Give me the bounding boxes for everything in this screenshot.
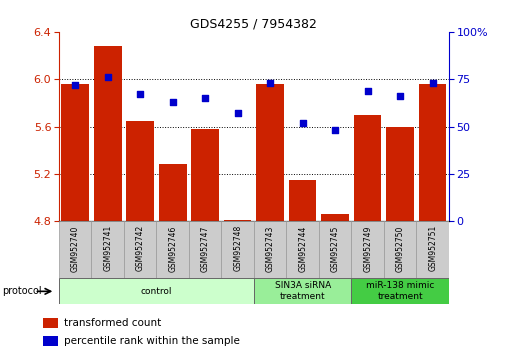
Bar (159, 164, 187, 221)
Point (396, 93, 404, 99)
Bar (351, 221, 384, 278)
Bar (224, 220, 251, 221)
Point (428, 80, 437, 86)
Bar (126, 121, 154, 221)
Text: GSM952742: GSM952742 (136, 225, 145, 272)
Bar (62, 84, 89, 221)
Text: GSM952745: GSM952745 (331, 225, 340, 272)
Point (104, 74, 112, 80)
Point (266, 80, 274, 86)
Text: GSM952750: GSM952750 (396, 225, 405, 272)
Text: GSM952749: GSM952749 (363, 225, 372, 272)
Bar (156, 221, 189, 278)
Text: GSM952741: GSM952741 (103, 225, 112, 272)
Point (169, 99, 177, 105)
Bar (354, 115, 382, 221)
Bar (189, 221, 222, 278)
Bar (91, 221, 124, 278)
Text: GSM952747: GSM952747 (201, 225, 210, 272)
Bar (43, 318, 58, 328)
Bar (254, 278, 351, 304)
Text: miR-138 mimic
treatment: miR-138 mimic treatment (366, 281, 435, 301)
Text: GSM952751: GSM952751 (428, 225, 437, 272)
Point (364, 88, 372, 93)
Text: transformed count: transformed count (64, 318, 161, 328)
Bar (319, 221, 351, 278)
Text: SIN3A siRNA
treatment: SIN3A siRNA treatment (274, 281, 331, 301)
Bar (124, 221, 156, 278)
Point (331, 127, 339, 133)
Bar (94, 46, 122, 221)
Bar (384, 221, 417, 278)
Text: protocol: protocol (3, 286, 42, 296)
Bar (59, 221, 91, 278)
Bar (419, 84, 446, 221)
Title: GDS4255 / 7954382: GDS4255 / 7954382 (190, 18, 318, 31)
Text: control: control (141, 287, 172, 296)
Bar (222, 221, 254, 278)
Bar (256, 84, 284, 221)
Bar (59, 278, 254, 304)
Point (299, 120, 307, 126)
Point (71, 82, 80, 88)
Point (136, 92, 144, 97)
Bar (286, 221, 319, 278)
Text: GSM952746: GSM952746 (168, 225, 177, 272)
Bar (321, 214, 349, 221)
Bar (351, 278, 449, 304)
Point (201, 95, 209, 101)
Text: GSM952748: GSM952748 (233, 225, 242, 272)
Bar (254, 221, 286, 278)
Bar (43, 336, 58, 346)
Text: GSM952744: GSM952744 (298, 225, 307, 272)
Point (233, 110, 242, 116)
Bar (289, 180, 317, 221)
Text: GSM952743: GSM952743 (266, 225, 274, 272)
Text: GSM952740: GSM952740 (71, 225, 80, 272)
Bar (386, 127, 414, 221)
Bar (191, 129, 219, 221)
Bar (417, 221, 449, 278)
Text: percentile rank within the sample: percentile rank within the sample (64, 336, 240, 346)
